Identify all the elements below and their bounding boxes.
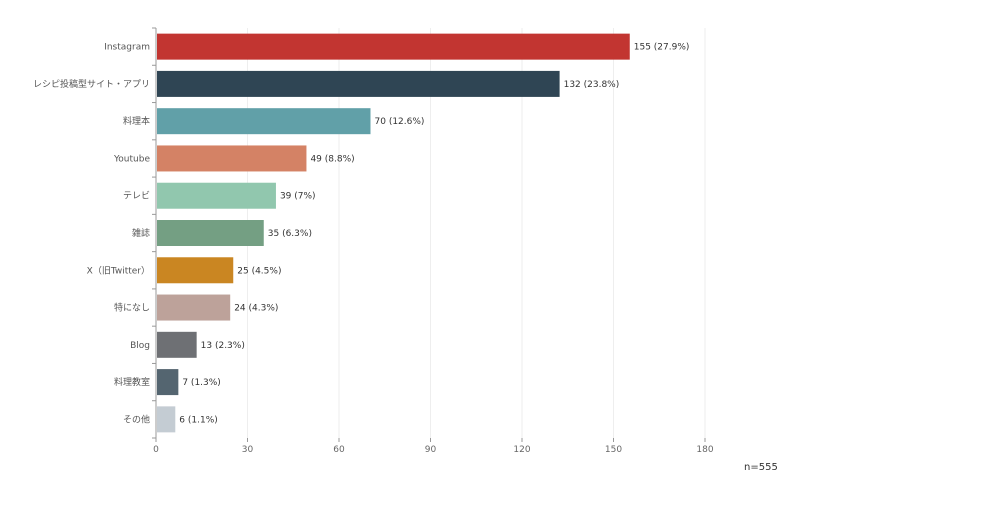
category-label: テレビ <box>123 191 150 202</box>
bar[interactable] <box>157 33 630 60</box>
category-label: X（旧Twitter） <box>87 265 150 276</box>
bar[interactable] <box>157 182 276 209</box>
category-label: Youtube <box>113 154 150 164</box>
data-label: 132 (23.8%) <box>564 80 620 90</box>
data-label: 25 (4.5%) <box>237 266 281 276</box>
x-tick-label: 60 <box>333 445 345 455</box>
bar[interactable] <box>157 108 371 135</box>
x-tick-label: 150 <box>605 445 622 455</box>
category-label: 雑誌 <box>132 227 150 239</box>
bar[interactable] <box>157 70 560 97</box>
category-label: Instagram <box>104 43 150 53</box>
data-label: 7 (1.3%) <box>182 378 220 388</box>
category-label: Blog <box>130 341 150 351</box>
data-label: 49 (8.8%) <box>310 154 354 164</box>
x-tick-label: 90 <box>425 445 437 455</box>
data-label: 24 (4.3%) <box>234 304 278 314</box>
bar[interactable] <box>157 145 307 172</box>
data-label: 70 (12.6%) <box>375 117 425 127</box>
bar[interactable] <box>157 220 264 246</box>
data-label: 35 (6.3%) <box>268 229 312 239</box>
bar[interactable] <box>157 369 179 396</box>
category-label: 料理教室 <box>114 376 150 388</box>
labels: 0 30 60 90 120 150 180 Instagram 155 (27.9%) レシピ投… <box>33 43 714 455</box>
bar[interactable] <box>157 257 234 284</box>
x-tick-label: 120 <box>513 445 530 455</box>
data-label: 6 (1.1%) <box>179 415 217 425</box>
x-tick-label: 180 <box>696 445 713 455</box>
category-label: 特になし <box>114 302 150 314</box>
bar[interactable] <box>157 406 176 433</box>
category-label: その他 <box>123 413 150 425</box>
x-tick-label: 30 <box>242 445 254 455</box>
category-label: レシピ投稿型サイト・アプリ <box>33 78 150 90</box>
x-tick-label: 0 <box>153 445 159 455</box>
data-label: 13 (2.3%) <box>201 341 245 351</box>
axes <box>152 27 706 442</box>
bar[interactable] <box>157 294 231 321</box>
bar[interactable] <box>157 331 197 358</box>
data-label: 39 (7%) <box>280 192 316 202</box>
sample-size-note: n=555 <box>744 462 778 473</box>
data-label: 155 (27.9%) <box>634 43 690 53</box>
bars <box>157 33 630 433</box>
category-label: 料理本 <box>123 115 150 127</box>
